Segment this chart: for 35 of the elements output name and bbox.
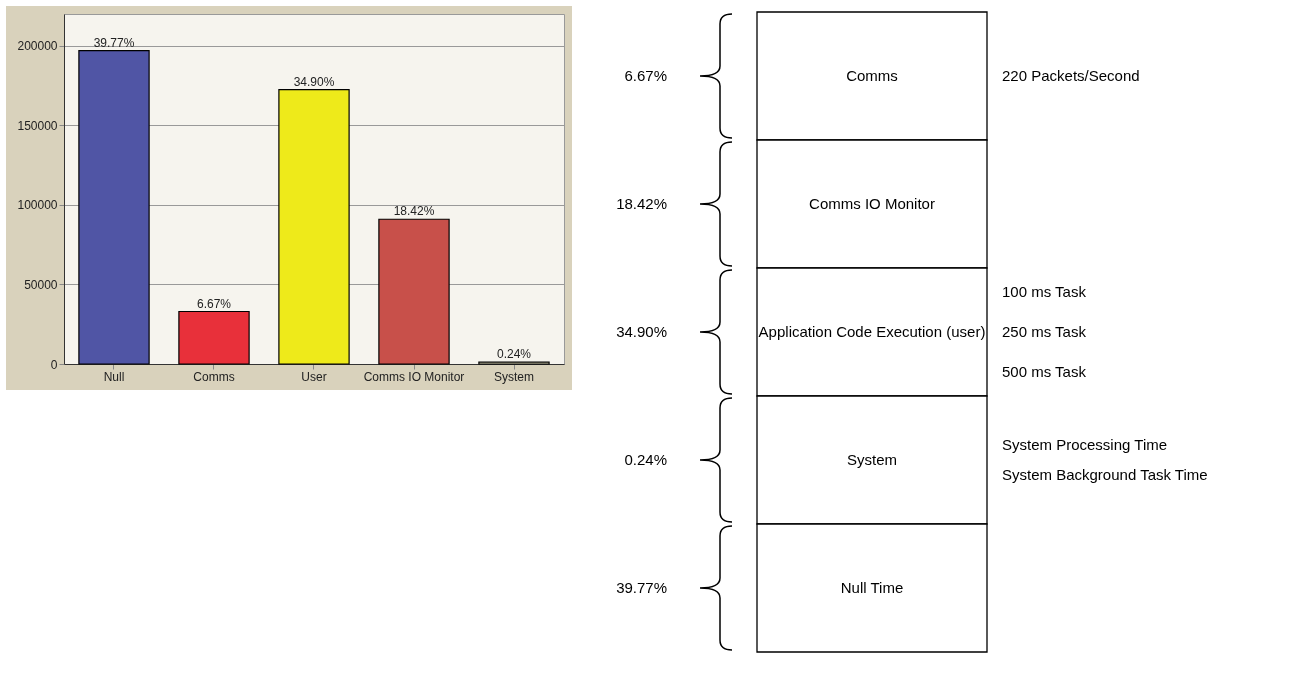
text: System Background Task Time — [1002, 466, 1208, 483]
text: System Processing Time — [1002, 436, 1168, 453]
x-tick-label: System — [493, 369, 535, 384]
data-label: 34.90% — [616, 323, 667, 340]
bar — [378, 218, 450, 365]
y-tick-label: 150000 — [17, 118, 58, 133]
x-tick-label: Comms IO Monitor — [363, 369, 465, 384]
bar — [178, 310, 250, 365]
category-label: Comms IO Monitor — [809, 195, 935, 212]
category-label: Application Code Execution (user) — [758, 323, 986, 340]
data-label: 0.24% — [624, 451, 667, 468]
text: 250 ms Task — [1002, 323, 1086, 340]
annotation: 39.77% — [93, 35, 135, 50]
annotation: 0.24% — [496, 347, 532, 362]
bar — [78, 49, 150, 365]
data-label: 6.67% — [624, 67, 667, 84]
annotation: 6.67% — [196, 296, 232, 311]
category-label: Comms — [846, 67, 898, 84]
text: 500 ms Task — [1002, 363, 1086, 380]
data-label: 18.42% — [616, 195, 667, 212]
category-label: Null Time — [840, 579, 904, 596]
y-tick-label: 0 — [50, 357, 58, 372]
bar — [278, 88, 350, 365]
annotation: 34.90% — [293, 74, 335, 89]
y-tick-label: 100000 — [17, 198, 58, 213]
annotation: 18.42% — [393, 204, 435, 219]
y-tick-label: 50000 — [24, 277, 58, 292]
x-tick-label: User — [301, 369, 327, 384]
x-tick-label: Null — [103, 369, 125, 384]
text: 100 ms Task — [1002, 283, 1086, 300]
x-tick-label: Comms — [193, 369, 235, 384]
category-label: System — [846, 451, 898, 468]
y-tick-label: 200000 — [17, 39, 58, 54]
text: 220 Packets/Second — [1002, 67, 1140, 84]
data-label: 39.77% — [616, 579, 667, 596]
